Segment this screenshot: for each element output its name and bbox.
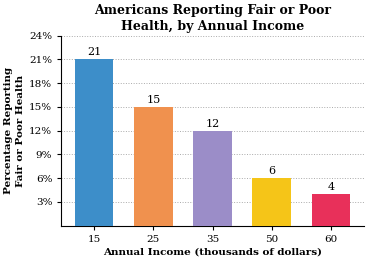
- Bar: [134, 107, 173, 226]
- Bar: [193, 131, 232, 226]
- Y-axis label: Percentage Reporting
Fair or Poor Health: Percentage Reporting Fair or Poor Health: [4, 67, 25, 194]
- X-axis label: Annual Income (thousands of dollars): Annual Income (thousands of dollars): [103, 248, 322, 257]
- Title: Americans Reporting Fair or Poor
Health, by Annual Income: Americans Reporting Fair or Poor Health,…: [94, 4, 331, 33]
- Bar: [312, 194, 350, 226]
- Text: 15: 15: [146, 95, 160, 105]
- Bar: [252, 178, 291, 226]
- Bar: [75, 60, 113, 226]
- Text: 12: 12: [205, 119, 220, 129]
- Text: 6: 6: [268, 166, 275, 176]
- Text: 21: 21: [87, 48, 102, 57]
- Text: 4: 4: [327, 182, 335, 192]
